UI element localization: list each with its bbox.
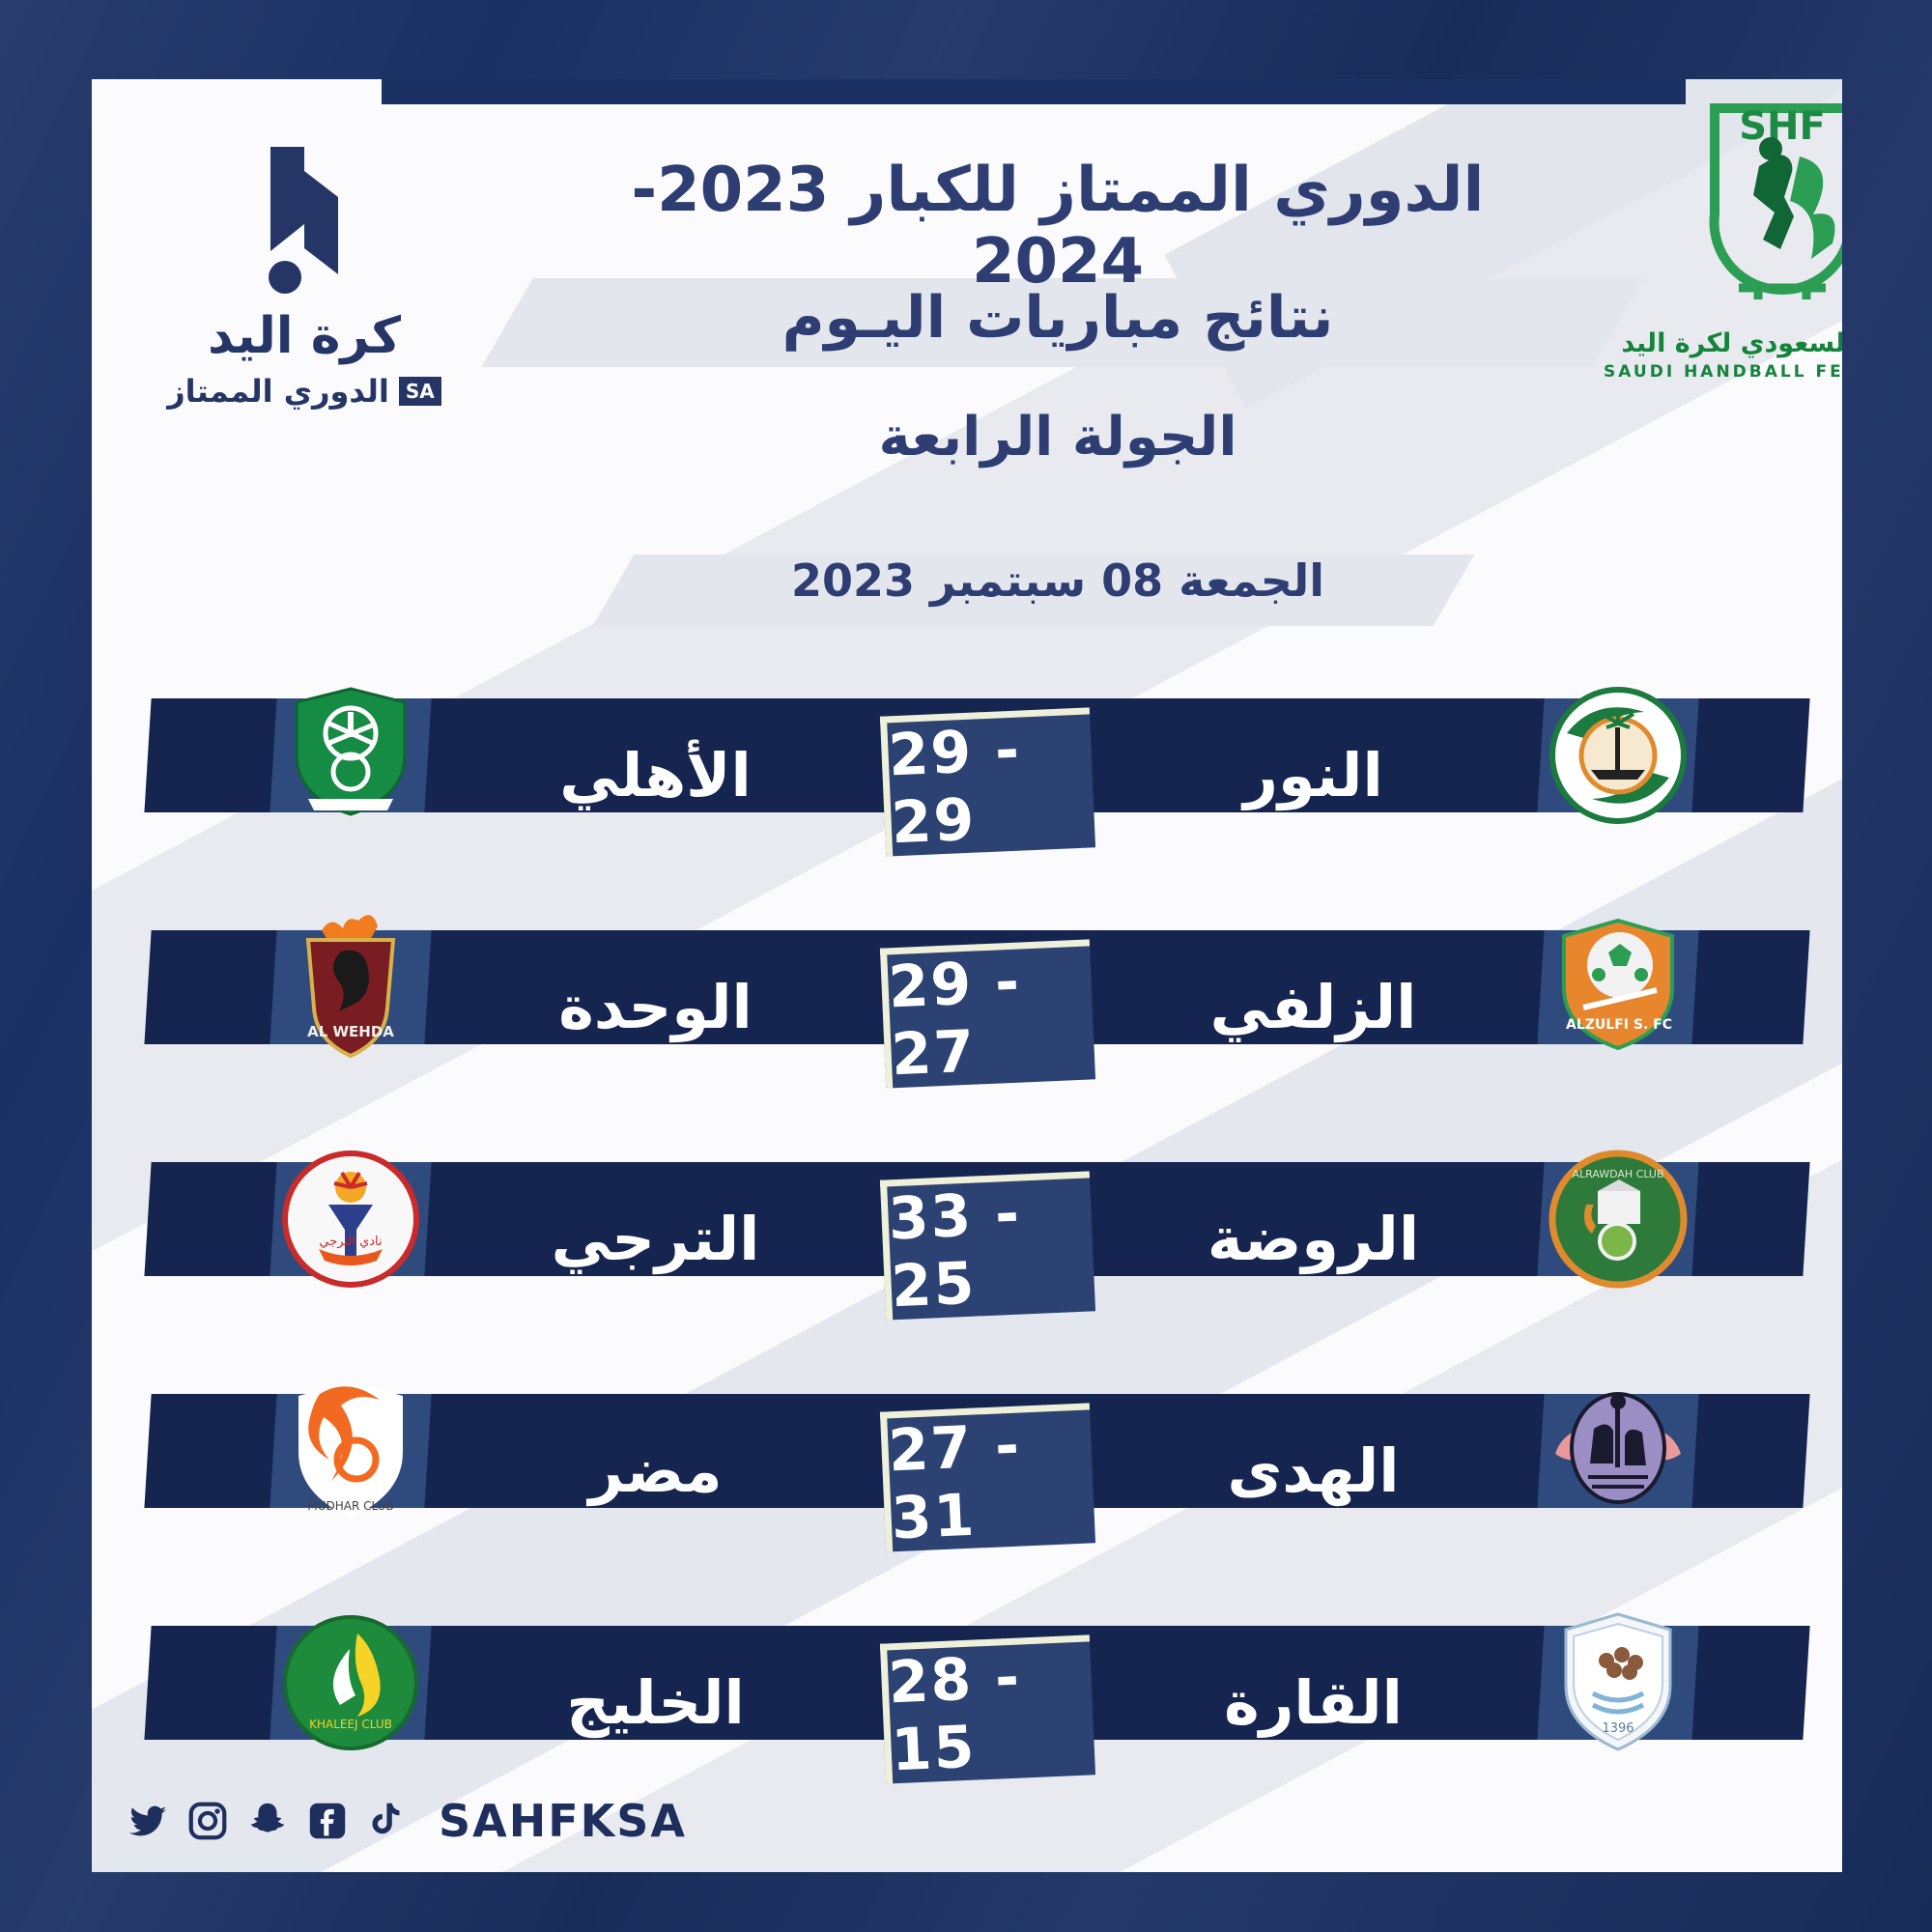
facebook-icon [309,1803,346,1839]
round-label: الجولة الرابعة [878,406,1237,469]
tiktok-icon [372,1803,400,1834]
alahli-logo [278,683,423,828]
match-row: الأهلي 29 - 29 النور [144,687,1810,857]
instagram-icon [188,1802,227,1840]
alqarah-logo: 1396 [1546,1610,1690,1755]
federation-name-arabic: الاتحاد السعودي لكرة اليد [1621,328,1842,358]
poster-title: الدوري الممتاز للكبار 2023-2024 [631,155,1485,298]
team-name-right: النور [1243,739,1383,810]
svg-text:AL WEHDA: AL WEHDA [307,1023,394,1040]
match-score: 28 - 15 [887,1643,1023,1785]
social-bar: SAHFKSA [126,1795,687,1847]
team-name-left: الأهلي [559,739,752,810]
league-logo-name: كرة اليد [207,307,401,365]
poster-subtitle: نتائج مباريات اليـوم [781,284,1334,352]
match-score: 33 - 25 [887,1179,1023,1321]
match-date: الجمعة 08 سبتمبر 2023 [790,554,1325,607]
score-box: 29 - 27 [879,939,1096,1090]
shf-shield-icon: SHF [1709,103,1842,299]
score-box: 33 - 25 [879,1171,1096,1321]
federation-name-english: SAUDI HANDBALL FEDERATION [1604,362,1842,382]
svg-text:MUDHAR CLUB: MUDHAR CLUB [307,1499,393,1513]
alnoor-logo [1546,683,1690,828]
handball-league-logo: كرة اليد SA الدوري الممتاز [145,137,464,410]
snapchat-icon [250,1803,285,1833]
top-navy-strip [382,79,1686,104]
alkhaleej-logo: KHALEEJ CLUB [278,1610,423,1755]
alwehda-logo: AL WEHDA [278,914,423,1060]
alrawdah-logo: ALRAWDAH CLUB [1546,1147,1690,1292]
league-logo-subtitle: الدوري الممتاز [167,373,389,410]
sa-badge: SA [398,377,441,406]
team-name-right: الروضة [1207,1203,1420,1274]
score-box: 28 - 15 [879,1634,1096,1785]
team-name-left: الترجي [551,1203,760,1274]
match-score: 29 - 29 [887,716,1023,858]
poster-card: كرة اليد SA الدوري الممتاز SHF الاتحاد ا… [92,79,1842,1872]
match-row: MUDHAR CLUB مضر 27 - 31 الهدى [144,1382,1810,1552]
score-box: 29 - 29 [879,707,1096,858]
match-score: 29 - 27 [887,948,1023,1090]
svg-text:ALZULFI S. FC: ALZULFI S. FC [1566,1017,1672,1033]
team-name-left: مضر [588,1435,723,1506]
team-name-left: الخليج [566,1666,745,1738]
team-name-right: القارة [1224,1666,1403,1738]
svg-text:SHF: SHF [1739,104,1826,149]
match-row: ALRAWDAH CLUB نادي الترجي الترجي 33 - 25… [144,1150,1810,1321]
league-logo-mark [269,147,338,294]
svg-text:نادي الترجي: نادي الترجي [319,1235,382,1249]
alhuda-logo [1546,1378,1690,1523]
team-name-right: الزلفي [1209,971,1417,1042]
team-name-left: الوحدة [558,971,753,1042]
alzulfi-logo: ALZULFI S. FC [1546,915,1690,1060]
svg-text:KHALEEJ CLUB: KHALEEJ CLUB [309,1718,392,1731]
mudhar-logo: MUDHAR CLUB [278,1378,423,1523]
match-score: 27 - 31 [887,1411,1023,1553]
match-row: 1396 KHALEEJ CLUB الخليج 28 - 15 القارة [144,1612,1810,1784]
svg-text:1396: 1396 [1602,1721,1634,1736]
match-row: ALZULFI S. FC AL WEHDA الوحدة 29 - 27 ال… [144,914,1810,1089]
score-box: 27 - 31 [879,1403,1096,1553]
team-name-right: الهدى [1227,1435,1400,1506]
twitter-icon [128,1805,167,1836]
altaraji-logo: نادي الترجي [278,1147,423,1292]
svg-text:ALRAWDAH CLUB: ALRAWDAH CLUB [1572,1168,1663,1180]
social-handle: SAHFKSA [439,1795,688,1847]
saudi-handball-federation-logo: SHF الاتحاد السعودي لكرة اليد SAUDI HAND… [1599,99,1842,382]
